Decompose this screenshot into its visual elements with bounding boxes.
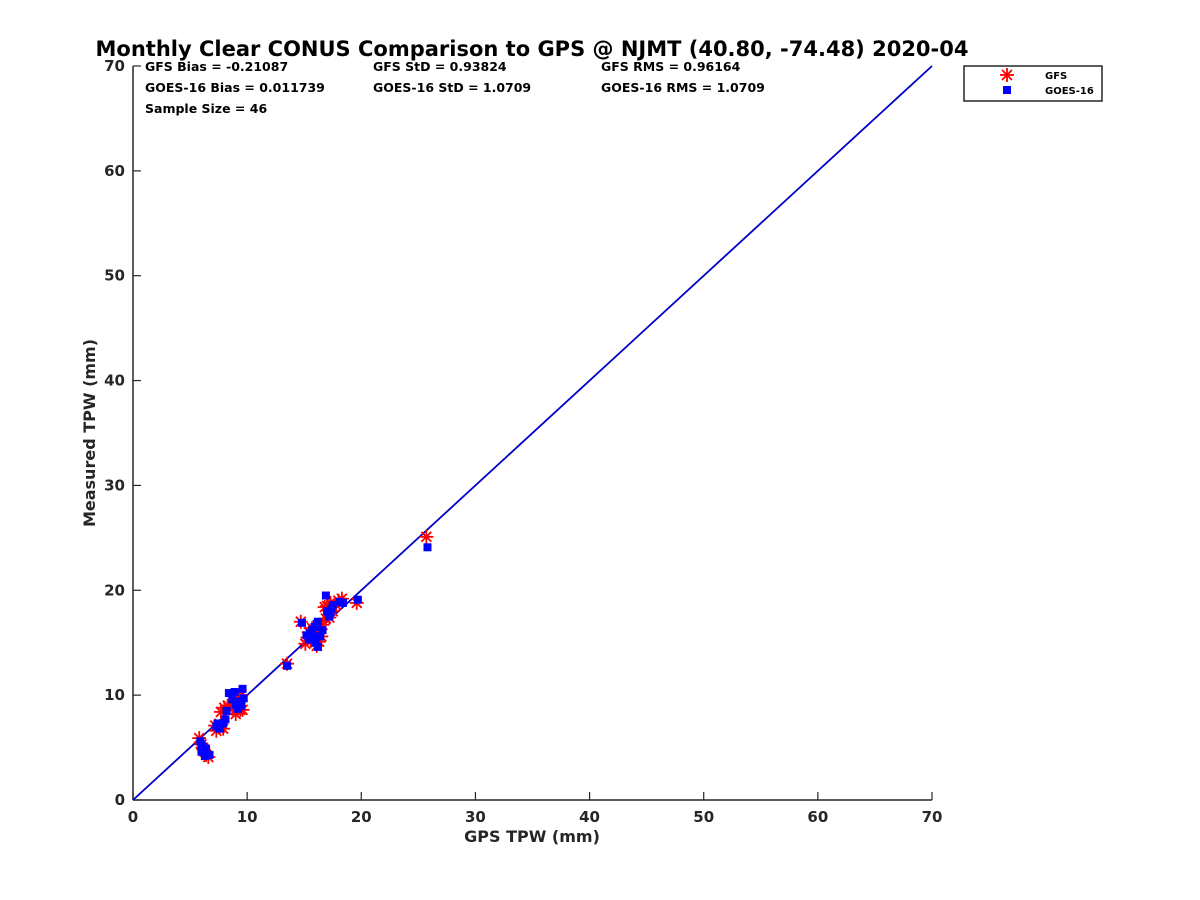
gfs-point	[419, 529, 434, 544]
y-tick-label: 70	[104, 57, 125, 75]
goes-16-point	[311, 638, 320, 647]
y-tick-label: 60	[104, 162, 125, 180]
y-axis-label: Measured TPW (mm)	[80, 339, 99, 527]
goes-16-point	[353, 595, 362, 604]
goes-16-point	[423, 543, 432, 552]
x-tick-label: 10	[237, 808, 258, 826]
gfs-series	[192, 529, 434, 765]
chart-title: Monthly Clear CONUS Comparison to GPS @ …	[96, 37, 969, 61]
y-tick-label: 20	[104, 581, 125, 599]
legend-gfs-asterisk	[1000, 68, 1014, 82]
goes-16-point	[222, 706, 231, 715]
goes-16-point	[231, 700, 240, 709]
goes-16-point	[237, 701, 246, 710]
goes-16-point	[239, 694, 248, 703]
one-to-one-line	[132, 65, 933, 801]
legend-gfs-label: GFS	[1045, 71, 1067, 82]
goes-16-point	[313, 642, 322, 651]
goes-rms-stat: GOES-16 RMS = 1.0709	[601, 80, 765, 95]
y-tick-label: 50	[104, 267, 125, 285]
y-tick-label: 10	[104, 686, 125, 704]
goes-16-point	[324, 608, 333, 617]
goes-16-point	[316, 632, 325, 641]
goes-16-point	[325, 612, 334, 621]
goes-16-point	[321, 591, 330, 600]
goes-16-point	[312, 619, 321, 628]
legend-gfs-marker	[1000, 68, 1014, 82]
x-tick-label: 60	[807, 808, 828, 826]
goes-16-point	[283, 661, 292, 670]
y-tick-label: 30	[104, 476, 125, 494]
gfs-std-stat: GFS StD = 0.93824	[373, 59, 507, 74]
goes-16-point	[215, 724, 224, 733]
legend-goes-marker	[1003, 86, 1011, 94]
goes-16-point	[197, 740, 206, 749]
reference-line-group	[132, 65, 933, 801]
goes-16-point	[328, 600, 337, 609]
goes-16-point	[228, 695, 237, 704]
x-tick-label: 40	[579, 808, 600, 826]
gfs-rms-stat: GFS RMS = 0.96164	[601, 59, 741, 74]
legend: GFS GOES-16	[963, 65, 1103, 102]
goes-16-point	[309, 632, 318, 641]
x-tick-label: 20	[351, 808, 372, 826]
goes-16-point	[224, 689, 233, 698]
legend-box	[963, 65, 1103, 102]
x-tick-label: 0	[128, 808, 138, 826]
x-tick-label: 30	[465, 808, 486, 826]
goes-16-point	[297, 618, 306, 627]
goes-std-stat: GOES-16 StD = 1.0709	[373, 80, 531, 95]
goes-bias-stat: GOES-16 Bias = 0.011739	[145, 80, 325, 95]
goes-16-point	[200, 751, 209, 760]
goes-16-point	[230, 687, 239, 696]
goes-16-point	[219, 719, 228, 728]
goes-16-point	[304, 635, 313, 644]
goes-16-series	[196, 543, 432, 760]
data-points	[192, 529, 434, 765]
stats-panel: GFS Bias = -0.21087 GFS StD = 0.93824 GF…	[145, 59, 765, 116]
goes-16-point	[339, 598, 348, 607]
legend-goes-label: GOES-16	[1045, 86, 1094, 97]
goes-16-point	[205, 750, 214, 759]
x-tick-label: 70	[922, 808, 943, 826]
goes-16-point	[197, 747, 206, 756]
y-tick-label: 0	[115, 791, 125, 809]
goes-16-point	[213, 719, 222, 728]
goes-16-point	[202, 744, 211, 753]
goes-16-point	[221, 715, 230, 724]
goes-16-point	[238, 684, 247, 693]
x-axis-label: GPS TPW (mm)	[464, 827, 600, 846]
x-tick-label: 50	[693, 808, 714, 826]
goes-16-point	[318, 626, 327, 635]
y-tick-label: 40	[104, 372, 125, 390]
gfs-bias-stat: GFS Bias = -0.21087	[145, 59, 288, 74]
sample-size-stat: Sample Size = 46	[145, 101, 267, 116]
axes: 0 10 20 30 40 50 60 70 0 10 20 30 40 50 60 70	[104, 57, 942, 826]
